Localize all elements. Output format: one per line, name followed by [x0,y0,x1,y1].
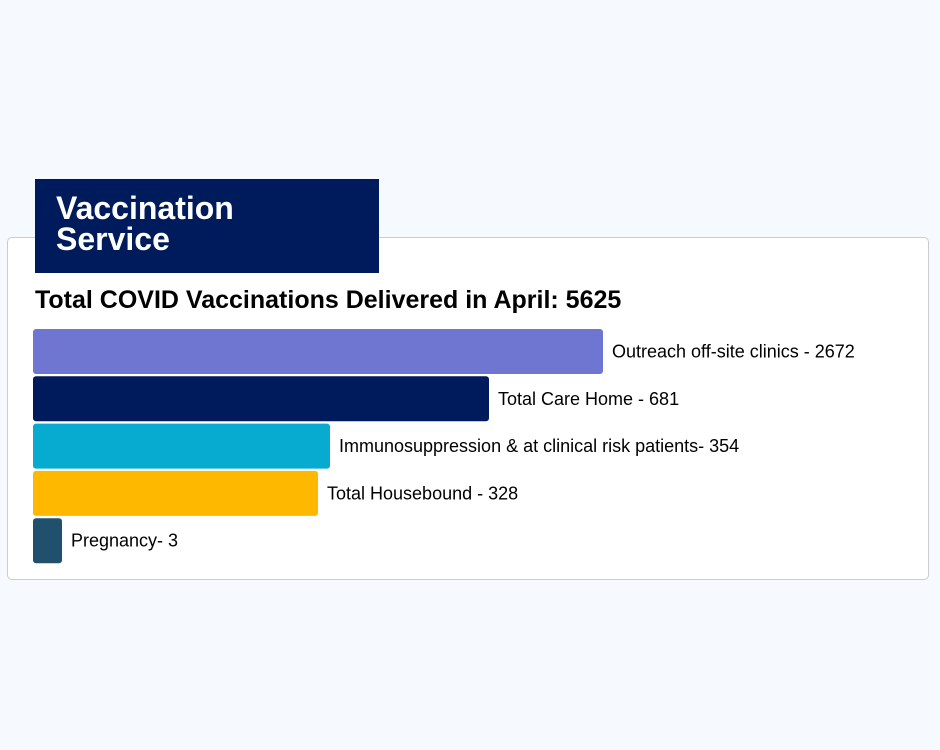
bar-label-2: Immunosuppression & at clinical risk pat… [339,436,739,456]
bar-label-1: Total Care Home - 681 [498,389,679,409]
service-header-line1: Vaccination [56,190,234,226]
bar-1 [33,376,489,422]
chart-title: Total COVID Vaccinations Delivered in Ap… [35,286,622,314]
bar-label-3: Total Housebound - 328 [327,483,518,503]
service-header-line2: Service [56,221,170,257]
bar-0 [33,329,603,374]
bar-4 [33,518,62,564]
service-header: Vaccination Service [35,179,379,273]
bar-3 [33,470,318,516]
bar-label-0: Outreach off-site clinics - 2672 [612,342,855,362]
bar-label-4: Pregnancy- 3 [71,531,178,551]
bar-2 [33,423,330,469]
